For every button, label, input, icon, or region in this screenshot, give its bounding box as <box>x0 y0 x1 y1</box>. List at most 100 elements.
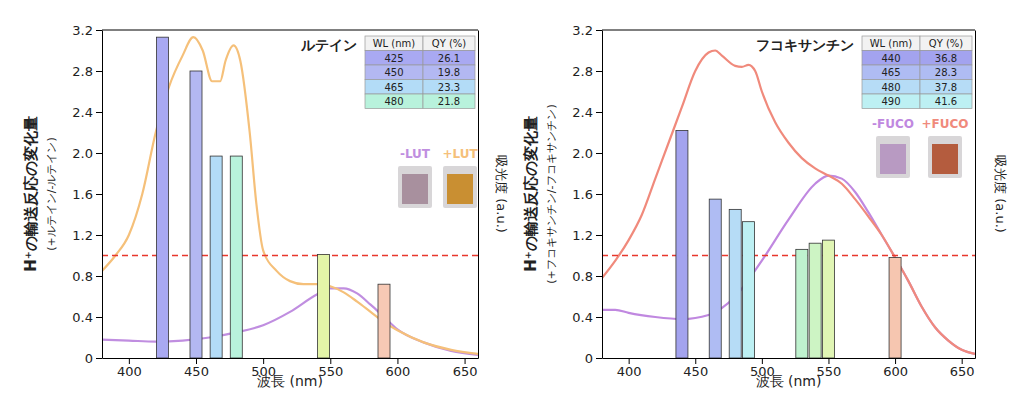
axis-line <box>102 31 103 359</box>
sample-photo <box>447 174 473 204</box>
chart-root: 40045050055060065000.40.81.21.62.02.42.8… <box>0 0 1024 394</box>
y-tick: 3.2 <box>572 23 602 38</box>
absorbance-line <box>602 51 975 354</box>
y2-axis <box>478 31 479 359</box>
y-axis-label: H⁺の輸送反応の変化量 <box>22 116 40 271</box>
bar <box>743 222 755 358</box>
y-tick-mark <box>596 112 602 113</box>
table-header-text: QY (%) <box>432 38 467 49</box>
table-cell <box>862 94 920 109</box>
panel-title: フコキサンチン <box>756 37 854 53</box>
table-header-cell <box>862 36 920 51</box>
sample-photo-frame <box>443 166 477 208</box>
bar <box>676 130 688 358</box>
x-tick: 450 <box>683 358 708 379</box>
y-tick: 2.8 <box>572 64 602 79</box>
y-tick-mark <box>96 358 102 359</box>
table-cell <box>365 51 423 66</box>
y2-axis-label: 吸光度 (a.u.) <box>993 155 1008 233</box>
frame-line <box>602 30 975 31</box>
table-cell <box>920 94 972 109</box>
y2-axis <box>975 31 976 359</box>
table-cell-text: 37.8 <box>935 82 957 93</box>
table-cell <box>423 65 475 80</box>
axis-line <box>975 31 976 359</box>
table-header-text: WL (nm) <box>373 38 416 49</box>
chart-svg: 40045050055060065000.40.81.21.62.02.42.8… <box>0 0 1024 394</box>
x-tick-mark <box>629 358 630 364</box>
bar <box>190 71 202 358</box>
x-tick-mark <box>695 358 696 364</box>
x-tick-mark <box>263 358 264 364</box>
y-tick-label: 0 <box>85 351 93 366</box>
x-axis-label: 波長 (nm) <box>756 373 822 389</box>
legend-label: -LUT <box>400 147 431 161</box>
y-axis: 00.40.81.21.62.02.42.83.2 <box>72 23 102 366</box>
x-tick-mark <box>397 358 398 364</box>
y-tick: 2.0 <box>72 146 102 161</box>
y-tick-label: 1.2 <box>572 228 593 243</box>
sample-photo-frame <box>398 166 432 208</box>
y-tick-label: 2.4 <box>72 105 93 120</box>
table-cell-text: 465 <box>881 67 900 78</box>
y-tick-mark <box>96 235 102 236</box>
y-axis-sublabel: (+フコキサンチン/-フコキサンチン) <box>545 104 558 283</box>
panel-title: ルテイン <box>300 37 357 53</box>
table-cell-text: 19.8 <box>438 67 460 78</box>
legend-label: -FUCO <box>872 117 914 131</box>
bar <box>809 243 821 358</box>
x-tick-label: 600 <box>883 364 908 379</box>
bar <box>378 284 390 358</box>
table-header-cell <box>920 36 972 51</box>
sample-photo <box>932 144 958 174</box>
axis-line <box>478 31 479 359</box>
bar <box>156 37 168 358</box>
table-cell-text: 480 <box>881 82 900 93</box>
table-cell <box>423 51 475 66</box>
x-tick-mark <box>196 358 197 364</box>
table-cell-text: 26.1 <box>438 53 460 64</box>
y-tick: 1.6 <box>72 187 102 202</box>
y-tick-mark <box>96 317 102 318</box>
bar <box>230 156 242 358</box>
y-tick-mark <box>96 276 102 277</box>
table-cell-text: 465 <box>384 82 403 93</box>
panel: 40045050055060065000.40.81.21.62.02.42.8… <box>522 23 1008 389</box>
table-cell <box>365 94 423 109</box>
sample-photo <box>880 144 906 174</box>
bar <box>318 254 330 358</box>
bar <box>210 156 222 358</box>
x-tick: 600 <box>386 358 411 379</box>
y-tick-mark <box>96 153 102 154</box>
x-tick: 600 <box>883 358 908 379</box>
y-tick-label: 2.8 <box>72 64 93 79</box>
y-tick: 0.8 <box>72 269 102 284</box>
y-tick-mark <box>596 235 602 236</box>
x-tick-label: 400 <box>117 364 142 379</box>
table-cell <box>365 65 423 80</box>
table-cell <box>862 80 920 95</box>
y-tick: 2.0 <box>572 146 602 161</box>
x-tick-mark <box>330 358 331 364</box>
y-tick-label: 1.6 <box>572 187 593 202</box>
table-cell-text: 440 <box>881 53 900 64</box>
y-tick-label: 2.0 <box>572 146 593 161</box>
panel: 40045050055060065000.40.81.21.62.02.42.8… <box>22 23 509 389</box>
reference-line <box>602 255 975 257</box>
x-tick-mark <box>762 358 763 364</box>
y-tick-mark <box>596 71 602 72</box>
x-tick: 450 <box>184 358 209 379</box>
table-cell-text: 480 <box>384 96 403 107</box>
y-tick: 2.8 <box>72 64 102 79</box>
bar <box>729 209 741 358</box>
y-tick: 1.6 <box>572 187 602 202</box>
legend-label: +LUT <box>442 147 478 161</box>
y-tick-label: 0.8 <box>572 269 593 284</box>
y-tick-mark <box>596 317 602 318</box>
y-tick-label: 0.4 <box>72 310 93 325</box>
x-tick-mark <box>129 358 130 364</box>
x-tick: 650 <box>950 358 975 379</box>
table-cell-text: 23.3 <box>438 82 460 93</box>
y2-axis-label: 吸光度 (a.u.) <box>494 155 509 233</box>
sample-photo-frame <box>876 136 910 178</box>
